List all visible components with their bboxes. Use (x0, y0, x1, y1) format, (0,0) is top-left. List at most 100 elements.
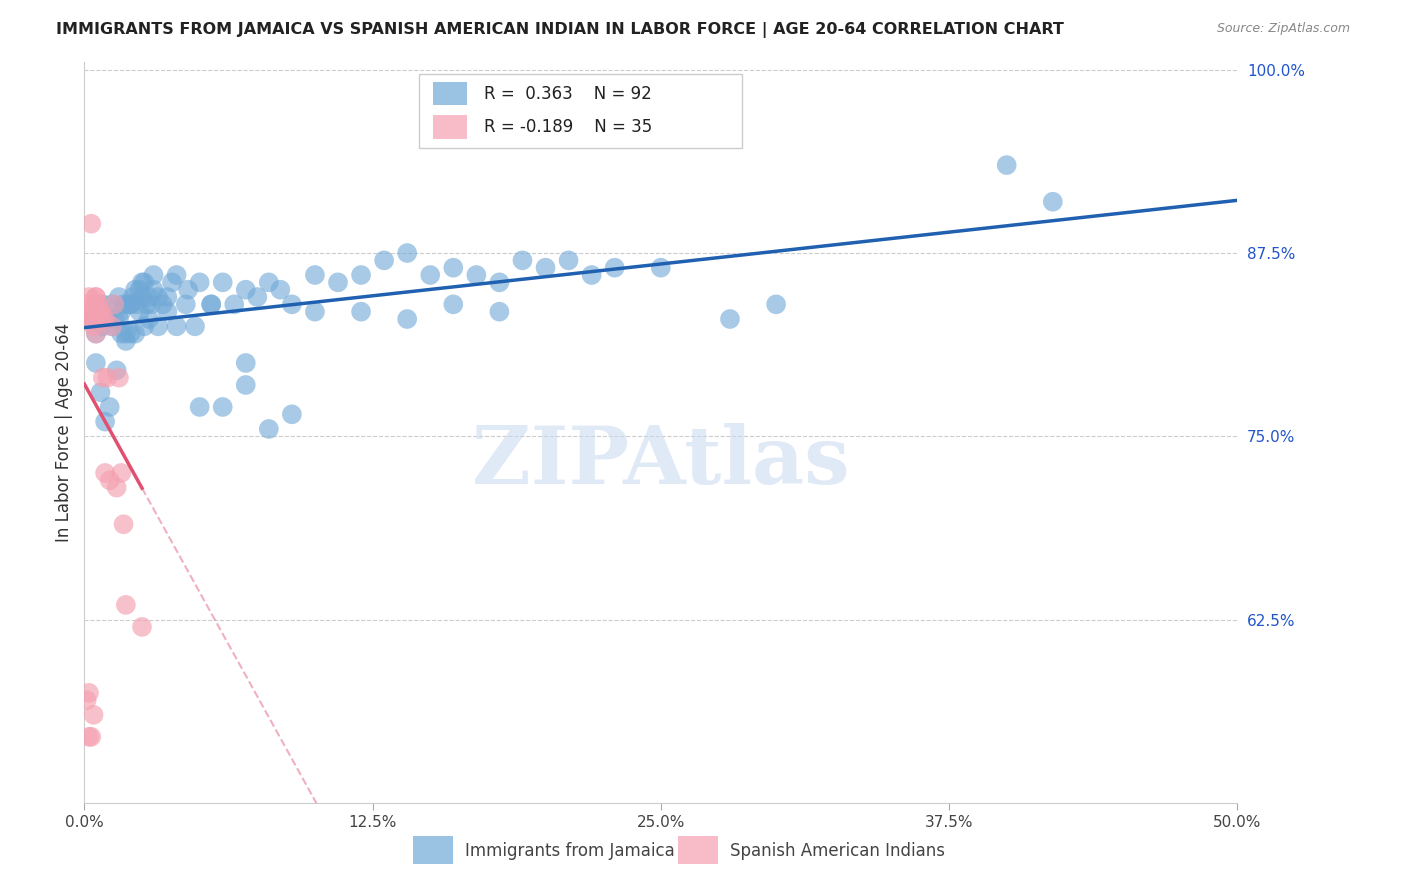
Point (91, 312, 114, 326)
Point (135, 297, 157, 311)
Point (166, 319, 188, 334)
Point (101, 319, 124, 334)
Text: ZIPAtlas: ZIPAtlas (472, 423, 849, 501)
Text: Spanish American Indians: Spanish American Indians (730, 842, 945, 860)
Point (89, 304, 111, 318)
Point (87, 312, 110, 326)
Point (80, 312, 103, 326)
Point (108, 370, 131, 384)
Point (96, 312, 118, 326)
Point (84, 290, 107, 304)
Text: R =  0.363    N = 92: R = 0.363 N = 92 (485, 85, 652, 103)
Point (304, 304, 326, 318)
Text: Source: ZipAtlas.com: Source: ZipAtlas.com (1216, 22, 1350, 36)
Point (101, 297, 124, 311)
Point (120, 297, 142, 311)
Bar (413, 836, 453, 864)
Point (152, 297, 174, 311)
Point (121, 290, 143, 304)
Point (105, 363, 128, 377)
Point (103, 312, 125, 326)
Bar (678, 836, 718, 864)
Point (87, 297, 110, 311)
Point (101, 319, 124, 334)
Y-axis label: In Labor Force | Age 20-64: In Labor Force | Age 20-64 (55, 323, 73, 542)
Point (174, 297, 197, 311)
Point (146, 290, 169, 304)
Point (160, 276, 183, 290)
Point (246, 290, 269, 304)
Point (235, 283, 257, 297)
Point (488, 276, 510, 290)
Point (84, 326, 107, 341)
Point (396, 246, 419, 260)
Point (142, 268, 165, 282)
Point (146, 319, 169, 334)
Point (396, 312, 419, 326)
FancyBboxPatch shape (419, 73, 741, 147)
Point (373, 253, 395, 268)
Point (269, 283, 291, 297)
Point (77, 730, 100, 744)
Point (200, 297, 222, 311)
Point (441, 297, 464, 311)
Point (211, 400, 233, 414)
Point (200, 297, 222, 311)
Point (112, 517, 135, 532)
Point (94, 466, 117, 480)
Point (91, 319, 114, 334)
Point (142, 283, 165, 297)
Point (94, 415, 117, 429)
Point (131, 620, 153, 634)
Point (108, 312, 131, 326)
Point (128, 304, 150, 318)
Point (512, 253, 534, 268)
Point (257, 276, 280, 290)
Point (117, 297, 139, 311)
Point (84, 290, 107, 304)
Point (124, 283, 146, 297)
Point (108, 290, 131, 304)
Point (131, 290, 153, 304)
Point (603, 260, 626, 275)
Point (76, 693, 98, 707)
Point (115, 326, 138, 341)
Point (326, 276, 349, 290)
Point (105, 481, 128, 495)
Point (488, 304, 510, 318)
Point (650, 260, 672, 275)
Point (96, 370, 118, 384)
Point (419, 268, 441, 282)
Point (134, 319, 156, 334)
Point (184, 319, 207, 334)
Point (141, 297, 163, 311)
Point (120, 326, 142, 341)
Point (465, 268, 488, 282)
Point (89, 385, 111, 400)
Point (134, 276, 156, 290)
Point (80, 217, 103, 231)
Point (77, 686, 100, 700)
Point (91, 370, 114, 384)
Point (124, 326, 146, 341)
Point (87, 297, 110, 311)
Point (127, 297, 149, 311)
Point (120, 297, 142, 311)
Point (350, 304, 373, 318)
Point (98, 473, 121, 487)
Point (224, 297, 246, 311)
Point (115, 334, 138, 348)
Point (281, 297, 304, 311)
Point (304, 268, 326, 282)
Point (441, 260, 464, 275)
Point (80, 730, 103, 744)
Point (235, 356, 257, 370)
Point (166, 268, 188, 282)
Point (995, 158, 1018, 172)
Point (718, 312, 741, 326)
Point (84, 356, 107, 370)
Point (257, 422, 280, 436)
Point (281, 407, 304, 421)
Point (112, 297, 135, 311)
Point (84, 304, 107, 318)
